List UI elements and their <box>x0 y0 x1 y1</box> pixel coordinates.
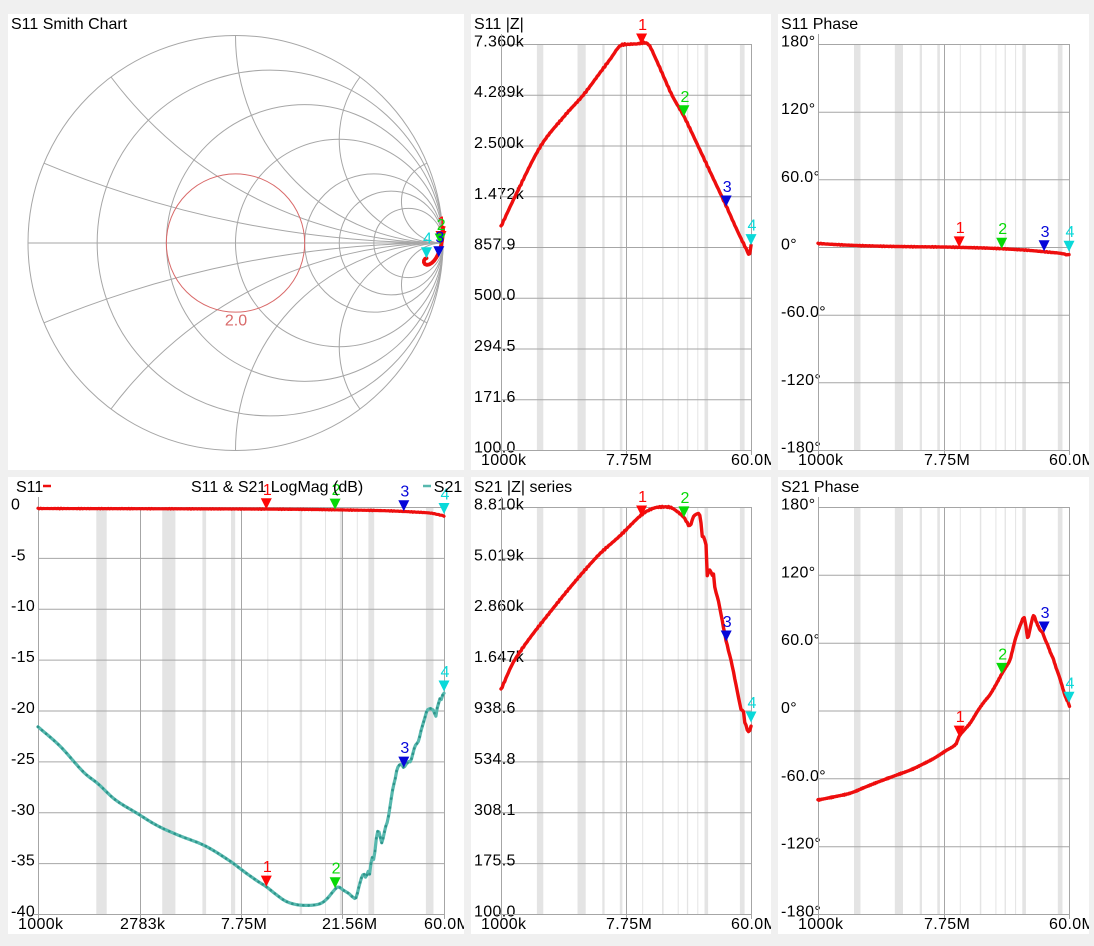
svg-text:2: 2 <box>998 646 1007 663</box>
svg-text:60.0M: 60.0M <box>1049 452 1094 469</box>
svg-text:120°: 120° <box>781 101 816 118</box>
svg-text:4: 4 <box>441 664 450 681</box>
svg-text:-10: -10 <box>11 598 35 615</box>
svg-text:1: 1 <box>638 17 647 34</box>
svg-text:S11 |Z|: S11 |Z| <box>474 16 524 33</box>
svg-text:2: 2 <box>680 89 689 106</box>
svg-text:S21 |Z| series: S21 |Z| series <box>474 479 572 496</box>
svg-text:-60.0°: -60.0° <box>781 304 826 321</box>
svg-text:938.6: 938.6 <box>474 700 516 717</box>
svg-text:60.0M: 60.0M <box>424 916 470 933</box>
svg-text:0: 0 <box>11 497 20 514</box>
svg-text:1: 1 <box>638 489 647 506</box>
svg-text:1: 1 <box>263 482 272 499</box>
svg-text:3: 3 <box>723 614 732 631</box>
svg-text:4: 4 <box>748 218 757 235</box>
svg-text:-60.0°: -60.0° <box>781 768 826 785</box>
svg-text:60.0M: 60.0M <box>731 452 777 469</box>
svg-text:-25: -25 <box>11 751 35 768</box>
svg-text:-15: -15 <box>11 649 35 666</box>
svg-text:1: 1 <box>263 859 272 876</box>
svg-text:-20: -20 <box>11 700 35 717</box>
svg-text:175.5: 175.5 <box>474 853 516 870</box>
svg-text:4: 4 <box>1066 675 1075 692</box>
svg-text:180°: 180° <box>781 34 816 51</box>
svg-text:1000k: 1000k <box>798 916 844 933</box>
svg-text:2.500k: 2.500k <box>474 135 525 152</box>
svg-text:-5: -5 <box>11 547 26 564</box>
svg-text:2.860k: 2.860k <box>474 598 525 615</box>
svg-text:1000k: 1000k <box>18 916 64 933</box>
svg-text:3: 3 <box>1041 224 1050 241</box>
svg-text:100.0: 100.0 <box>474 440 516 457</box>
svg-text:-180°: -180° <box>781 440 821 457</box>
svg-text:857.9: 857.9 <box>474 237 516 254</box>
svg-text:3: 3 <box>723 179 732 196</box>
svg-text:5.019k: 5.019k <box>474 547 525 564</box>
svg-text:S21 Phase: S21 Phase <box>781 479 859 496</box>
svg-text:7.360k: 7.360k <box>474 34 525 51</box>
svg-text:4.289k: 4.289k <box>474 84 525 101</box>
svg-text:S11: S11 <box>16 479 43 496</box>
svg-text:534.8: 534.8 <box>474 751 516 768</box>
svg-text:S11 Smith Chart: S11 Smith Chart <box>11 16 128 33</box>
svg-text:60.0M: 60.0M <box>1049 916 1094 933</box>
svg-text:1: 1 <box>956 709 965 726</box>
svg-text:-35: -35 <box>11 853 35 870</box>
svg-text:7.75M: 7.75M <box>924 916 970 933</box>
svg-text:60.0M: 60.0M <box>731 916 777 933</box>
svg-text:2: 2 <box>332 861 341 878</box>
svg-text:3: 3 <box>1041 605 1050 622</box>
svg-text:7.75M: 7.75M <box>924 452 970 469</box>
svg-text:-30: -30 <box>11 802 35 819</box>
svg-text:1000k: 1000k <box>481 452 527 469</box>
svg-text:S21: S21 <box>434 479 463 496</box>
svg-text:0°: 0° <box>781 237 797 254</box>
svg-text:3: 3 <box>435 230 444 247</box>
svg-text:1000k: 1000k <box>481 916 527 933</box>
svg-text:500.0: 500.0 <box>474 287 516 304</box>
svg-text:1000k: 1000k <box>798 452 844 469</box>
svg-text:0°: 0° <box>781 700 797 717</box>
svg-text:-180°: -180° <box>781 904 821 921</box>
svg-text:7.75M: 7.75M <box>606 452 652 469</box>
svg-text:1: 1 <box>438 215 447 232</box>
svg-text:-40: -40 <box>11 904 35 921</box>
svg-text:1: 1 <box>956 220 965 237</box>
svg-text:4: 4 <box>423 231 432 248</box>
svg-text:120°: 120° <box>781 564 816 581</box>
svg-text:60.0°: 60.0° <box>781 632 820 649</box>
svg-text:4: 4 <box>748 695 757 712</box>
svg-text:8.810k: 8.810k <box>474 497 525 514</box>
svg-text:1.472k: 1.472k <box>474 186 525 203</box>
svg-text:294.5: 294.5 <box>474 338 516 355</box>
svg-text:4: 4 <box>441 487 450 504</box>
svg-text:60.0°: 60.0° <box>781 169 820 186</box>
svg-text:2783k: 2783k <box>120 916 166 933</box>
svg-text:-120°: -120° <box>781 372 821 389</box>
svg-text:3: 3 <box>400 740 409 757</box>
svg-text:2: 2 <box>437 217 446 234</box>
svg-text:7.75M: 7.75M <box>606 916 652 933</box>
svg-text:21.56M: 21.56M <box>322 916 377 933</box>
svg-text:-120°: -120° <box>781 836 821 853</box>
svg-text:S11 & S21 LogMag (dB): S11 & S21 LogMag (dB) <box>191 479 363 496</box>
svg-text:100.0: 100.0 <box>474 904 516 921</box>
svg-text:S11 Phase: S11 Phase <box>781 16 858 33</box>
svg-text:2: 2 <box>998 221 1007 238</box>
svg-text:2: 2 <box>680 490 689 507</box>
svg-text:2: 2 <box>332 482 341 499</box>
svg-text:7.75M: 7.75M <box>221 916 267 933</box>
svg-text:308.1: 308.1 <box>474 802 516 819</box>
svg-text:2.0: 2.0 <box>225 313 247 330</box>
svg-text:3: 3 <box>400 484 409 501</box>
svg-text:180°: 180° <box>781 497 816 514</box>
svg-text:171.6: 171.6 <box>474 389 516 406</box>
svg-text:4: 4 <box>1066 224 1075 241</box>
